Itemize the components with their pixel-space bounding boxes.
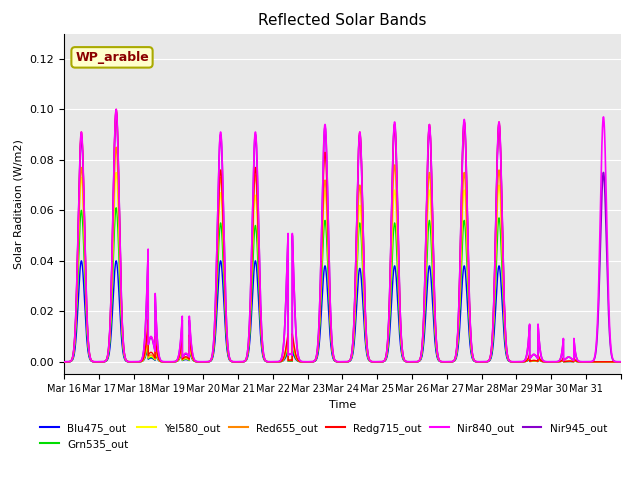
Redg715_out	[262, 358, 269, 364]
Redg715_out	[88, 358, 96, 364]
Redg715_out	[390, 135, 397, 141]
Nir840_out	[617, 359, 625, 365]
Red655_out	[88, 358, 96, 364]
Yel580_out	[617, 359, 625, 365]
Nir945_out	[164, 359, 172, 365]
Yel580_out	[112, 169, 120, 175]
Nir840_out	[164, 359, 172, 365]
Blu475_out	[414, 359, 422, 364]
Nir945_out	[112, 109, 120, 115]
Blu475_out	[88, 359, 96, 364]
Red655_out	[617, 359, 625, 365]
Line: Red655_out: Red655_out	[64, 147, 621, 362]
Red655_out	[473, 359, 481, 365]
Line: Redg715_out: Redg715_out	[64, 109, 621, 362]
Nir945_out	[503, 347, 511, 352]
Red655_out	[262, 358, 269, 364]
Grn535_out	[262, 358, 269, 364]
Blu475_out	[503, 354, 511, 360]
Line: Blu475_out: Blu475_out	[64, 261, 621, 362]
Nir945_out	[473, 359, 481, 365]
Grn535_out	[617, 359, 625, 365]
Nir840_out	[390, 131, 397, 137]
Nir840_out	[88, 358, 96, 364]
Yel580_out	[262, 358, 269, 364]
Yel580_out	[88, 359, 96, 364]
Redg715_out	[617, 359, 625, 365]
Yel580_out	[473, 359, 481, 365]
Title: Reflected Solar Bands: Reflected Solar Bands	[258, 13, 427, 28]
Yel580_out	[390, 197, 397, 203]
Nir945_out	[617, 359, 625, 365]
Yel580_out	[60, 359, 68, 365]
Nir840_out	[503, 347, 511, 352]
Redg715_out	[414, 359, 422, 364]
Grn535_out	[390, 228, 397, 234]
X-axis label: Time: Time	[329, 400, 356, 409]
Blu475_out	[262, 359, 269, 364]
Redg715_out	[473, 359, 481, 365]
Grn535_out	[112, 205, 120, 211]
Nir945_out	[414, 359, 422, 364]
Text: WP_arable: WP_arable	[75, 51, 149, 64]
Grn535_out	[88, 359, 96, 364]
Red655_out	[582, 359, 590, 365]
Nir840_out	[112, 107, 120, 112]
Redg715_out	[60, 359, 68, 365]
Nir945_out	[262, 358, 269, 364]
Blu475_out	[473, 359, 481, 365]
Nir840_out	[473, 359, 481, 365]
Line: Grn535_out: Grn535_out	[64, 208, 621, 362]
Y-axis label: Solar Raditaion (W/m2): Solar Raditaion (W/m2)	[14, 139, 24, 269]
Nir840_out	[414, 359, 422, 364]
Redg715_out	[112, 107, 120, 112]
Red655_out	[60, 359, 68, 365]
Blu475_out	[77, 258, 85, 264]
Grn535_out	[414, 359, 422, 364]
Line: Nir945_out: Nir945_out	[64, 112, 621, 362]
Blu475_out	[617, 359, 625, 365]
Yel580_out	[414, 359, 422, 364]
Grn535_out	[503, 351, 511, 357]
Yel580_out	[582, 359, 590, 365]
Nir945_out	[88, 358, 96, 364]
Grn535_out	[473, 359, 481, 365]
Blu475_out	[390, 268, 397, 274]
Line: Nir840_out: Nir840_out	[64, 109, 621, 362]
Line: Yel580_out: Yel580_out	[64, 172, 621, 362]
Yel580_out	[503, 349, 511, 355]
Grn535_out	[582, 359, 590, 365]
Legend: Blu475_out, Grn535_out, Yel580_out, Red655_out, Redg715_out, Nir840_out, Nir945_: Blu475_out, Grn535_out, Yel580_out, Red6…	[36, 419, 611, 454]
Red655_out	[503, 348, 511, 354]
Grn535_out	[60, 359, 68, 365]
Redg715_out	[582, 359, 590, 365]
Nir840_out	[60, 359, 68, 365]
Red655_out	[390, 173, 397, 179]
Blu475_out	[582, 359, 590, 365]
Nir945_out	[60, 359, 68, 365]
Blu475_out	[60, 359, 68, 365]
Nir840_out	[262, 358, 269, 364]
Red655_out	[112, 144, 120, 150]
Nir945_out	[390, 133, 397, 139]
Redg715_out	[503, 346, 511, 352]
Red655_out	[414, 359, 422, 364]
